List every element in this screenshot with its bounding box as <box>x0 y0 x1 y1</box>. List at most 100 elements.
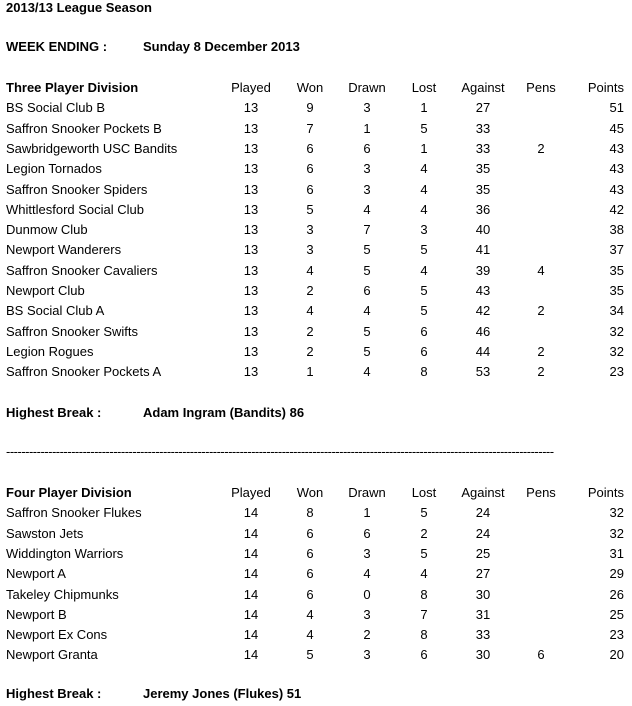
cell-against: 30 <box>475 647 491 663</box>
cell-won: 6 <box>306 525 314 541</box>
team-name: Saffron Snooker Pockets B <box>6 120 162 136</box>
cell-drawn: 1 <box>363 505 371 521</box>
column-header-lost: Lost <box>411 80 437 95</box>
table-row: Sawston Jets 14 6 6 2 24 32 <box>0 524 632 544</box>
cell-points: 51 <box>609 100 624 116</box>
table-header: Three Player Division Played Won Drawn Lost A… <box>0 78 632 98</box>
cell-points: 29 <box>609 566 624 582</box>
column-header-points: Points <box>587 80 624 95</box>
cell-points: 32 <box>609 323 624 339</box>
column-header-pens: Pens <box>526 485 556 500</box>
cell-lost: 4 <box>420 566 428 582</box>
separator-line: ----------------------------------------… <box>6 444 554 459</box>
cell-points: 31 <box>609 545 624 561</box>
cell-played: 13 <box>243 262 259 278</box>
cell-lost: 6 <box>420 343 428 359</box>
team-name: Legion Rogues <box>6 343 94 359</box>
cell-against: 24 <box>475 525 491 541</box>
table-row: Saffron Snooker Cavaliers 13 4 5 4 39 4 35 <box>0 261 632 281</box>
cell-won: 1 <box>306 364 314 380</box>
team-name: Takeley Chipmunks <box>6 586 119 602</box>
highest-break: Highest Break : Adam Ingram (Bandits) 86 <box>0 403 632 423</box>
team-name: Saffron Snooker Cavaliers <box>6 262 158 278</box>
cell-lost: 5 <box>420 283 428 298</box>
highest-break-value: Jeremy Jones (Flukes) 51 <box>143 686 302 701</box>
table-header: Four Player Division Played Won Drawn Lost Ag… <box>0 483 632 503</box>
cell-won: 6 <box>306 181 314 197</box>
cell-drawn: 5 <box>363 343 371 359</box>
table-row: Saffron Snooker Spiders 13 6 3 4 35 43 <box>0 180 632 200</box>
cell-drawn: 3 <box>363 181 371 197</box>
table-row: Newport B 14 4 3 7 31 25 <box>0 605 632 625</box>
column-header-pens: Pens <box>526 80 556 95</box>
cell-played: 13 <box>243 120 259 136</box>
cell-points: 34 <box>609 303 624 319</box>
cell-played: 13 <box>243 283 259 298</box>
table-row: Legion Rogues 13 2 5 6 44 2 32 <box>0 342 632 362</box>
cell-played: 14 <box>243 627 259 643</box>
cell-drawn: 3 <box>363 647 371 663</box>
highest-break-value: Adam Ingram (Bandits) 86 <box>143 405 305 420</box>
cell-won: 6 <box>306 161 314 177</box>
column-header-played: Played <box>231 485 271 500</box>
cell-points: 37 <box>609 242 624 258</box>
cell-points: 42 <box>609 201 624 217</box>
cell-against: 35 <box>475 161 491 177</box>
cell-won: 6 <box>306 140 314 156</box>
cell-lost: 8 <box>420 364 428 380</box>
team-name: Legion Tornados <box>6 161 102 177</box>
cell-points: 35 <box>609 283 624 298</box>
cell-won: 5 <box>306 647 314 663</box>
cell-against: 31 <box>475 606 491 622</box>
cell-drawn: 0 <box>363 586 371 602</box>
cell-points: 20 <box>609 647 624 663</box>
team-name: Saffron Snooker Spiders <box>6 181 148 197</box>
cell-won: 7 <box>306 120 314 136</box>
cell-against: 44 <box>475 343 491 359</box>
week-ending-value: Sunday 8 December 2013 <box>143 39 300 54</box>
column-header-against: Against <box>461 80 505 95</box>
cell-drawn: 3 <box>363 606 371 622</box>
cell-against: 42 <box>475 303 491 319</box>
cell-lost: 4 <box>420 161 428 177</box>
team-name: Saffron Snooker Swifts <box>6 323 138 339</box>
cell-played: 13 <box>243 100 259 116</box>
cell-played: 13 <box>243 323 259 339</box>
cell-pens: 6 <box>537 647 545 663</box>
cell-won: 6 <box>306 545 314 561</box>
cell-pens: 2 <box>537 303 545 319</box>
cell-played: 13 <box>243 303 259 319</box>
cell-drawn: 4 <box>363 303 371 319</box>
team-name: Newport A <box>6 566 66 582</box>
cell-against: 43 <box>475 283 491 298</box>
cell-lost: 8 <box>420 627 428 643</box>
team-name: Sawston Jets <box>6 525 84 541</box>
cell-pens: 2 <box>537 343 545 359</box>
column-header-drawn: Drawn <box>348 485 386 500</box>
cell-won: 5 <box>306 201 314 217</box>
cell-drawn: 7 <box>363 222 371 238</box>
division-title: Four Player Division <box>6 485 132 500</box>
cell-drawn: 5 <box>363 242 371 258</box>
table-row: Newport A 14 6 4 4 27 29 <box>0 564 632 584</box>
cell-won: 4 <box>306 606 314 622</box>
table-row: Saffron Snooker Flukes 14 8 1 5 24 32 <box>0 503 632 523</box>
cell-won: 2 <box>306 283 314 298</box>
cell-pens: 4 <box>537 262 545 278</box>
cell-against: 46 <box>475 323 491 339</box>
cell-played: 14 <box>243 566 259 582</box>
cell-points: 43 <box>609 181 624 197</box>
cell-played: 14 <box>243 545 259 561</box>
cell-points: 43 <box>609 140 624 156</box>
cell-won: 4 <box>306 627 314 643</box>
column-header-played: Played <box>231 80 271 95</box>
cell-played: 13 <box>243 140 259 156</box>
cell-lost: 4 <box>420 262 428 278</box>
column-header-won: Won <box>296 80 324 95</box>
cell-lost: 8 <box>420 586 428 602</box>
cell-drawn: 4 <box>363 201 371 217</box>
team-name: Sawbridgeworth USC Bandits <box>6 140 178 156</box>
cell-points: 25 <box>609 606 624 622</box>
cell-points: 32 <box>609 525 624 541</box>
cell-lost: 5 <box>420 242 428 258</box>
